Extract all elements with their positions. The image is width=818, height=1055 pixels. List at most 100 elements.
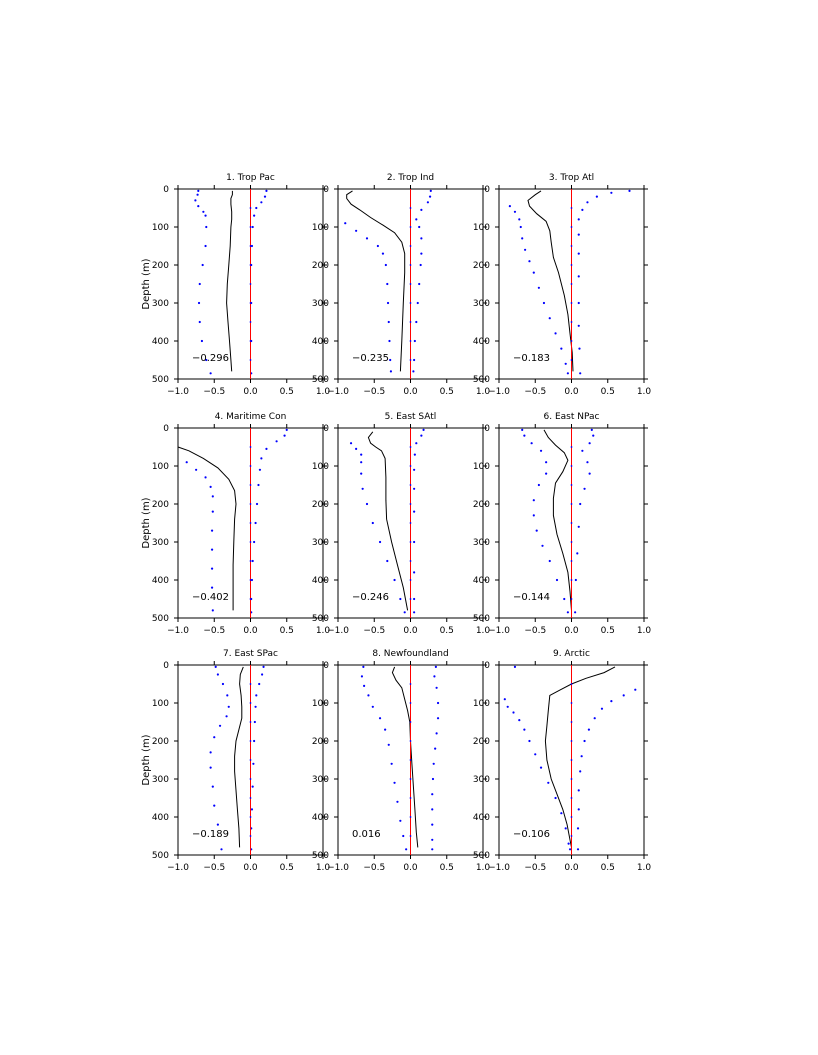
x-tick-label: 1.0 <box>476 863 491 873</box>
data-point <box>344 222 347 225</box>
data-point <box>387 320 390 324</box>
data-point <box>209 372 212 375</box>
data-point <box>211 609 214 612</box>
data-point <box>431 793 434 796</box>
data-point <box>420 237 423 240</box>
y-tick-label: 200 <box>152 261 169 271</box>
zero-line-marker <box>409 816 412 818</box>
data-point <box>433 675 436 678</box>
x-tick-label: −1.0 <box>488 626 510 636</box>
data-point <box>198 282 201 286</box>
data-point <box>255 206 258 210</box>
zero-line-marker <box>570 560 573 562</box>
x-tick-label: 0.5 <box>440 387 454 397</box>
series-solid <box>543 429 572 611</box>
zero-line-marker <box>570 579 573 581</box>
value-annotation: −0.402 <box>192 592 229 603</box>
series-dotted <box>574 428 595 614</box>
data-point <box>210 548 214 551</box>
data-point <box>428 195 432 198</box>
y-tick-label: 0 <box>484 185 490 195</box>
series-solid <box>346 190 406 372</box>
data-point <box>211 785 214 788</box>
value-annotation: 0.016 <box>352 829 381 840</box>
y-tick-label: 200 <box>152 500 169 510</box>
data-point <box>564 362 567 365</box>
x-tick-label: 0.0 <box>564 626 579 636</box>
zero-line-marker <box>409 759 412 761</box>
data-point <box>574 611 577 614</box>
data-point <box>371 705 374 708</box>
zero-line-marker <box>249 359 252 361</box>
data-point <box>197 189 200 192</box>
y-tick-label: 100 <box>312 699 329 709</box>
data-point <box>388 339 391 343</box>
series-dotted <box>185 461 214 612</box>
data-point <box>592 434 595 437</box>
data-point <box>416 301 419 305</box>
data-point <box>545 472 548 475</box>
data-point <box>518 218 521 221</box>
data-point <box>393 781 396 784</box>
series-zero <box>249 189 252 379</box>
panel-title: 2. Trop Ind <box>387 173 434 183</box>
zero-line-marker <box>249 797 252 799</box>
data-point <box>198 320 201 324</box>
y-tick-label: 400 <box>473 576 490 586</box>
zero-line-marker <box>409 797 412 799</box>
y-tick-label: 400 <box>473 813 490 823</box>
series-dotted <box>209 665 230 851</box>
zero-line-marker <box>409 721 412 723</box>
series-solid <box>226 190 233 372</box>
y-tick-label: 100 <box>473 462 490 472</box>
panel-title: 7. East SPac <box>223 649 278 659</box>
zero-line-marker <box>249 522 252 524</box>
data-point <box>252 762 255 765</box>
zero-line-marker <box>409 283 412 285</box>
data-point <box>216 823 219 826</box>
y-tick-label: 200 <box>473 261 490 271</box>
data-point <box>541 544 544 547</box>
data-point <box>218 724 222 727</box>
data-point <box>431 848 434 851</box>
value-annotation: −0.106 <box>513 829 550 840</box>
data-point <box>386 559 389 563</box>
data-point <box>261 673 264 676</box>
panel-3: 3. Trop Atl −1.0 −0.5 0.0 0.5 1.0 0 100 200 300 40… <box>473 173 652 397</box>
x-tick-label: 0.5 <box>280 626 294 636</box>
data-point <box>576 552 579 555</box>
y-tick-label: 500 <box>473 851 490 861</box>
zero-line-marker <box>570 740 573 742</box>
zero-line-marker <box>409 702 412 704</box>
x-tick-label: 0.0 <box>564 863 579 873</box>
data-point <box>262 665 265 669</box>
data-point <box>413 453 416 456</box>
data-point <box>581 208 584 211</box>
data-point <box>532 271 535 274</box>
y-tick-label: 100 <box>473 223 490 233</box>
data-point <box>396 800 399 803</box>
data-point <box>201 263 204 267</box>
panel-8: 8. Newfoundland −1.0 −0.5 0.0 0.5 1.0 0 100 200 3… <box>312 649 491 873</box>
data-point <box>560 347 563 350</box>
panel-6: 6. East NPac −1.0 −0.5 0.0 0.5 1.0 0 100 200 300 4… <box>473 412 652 636</box>
data-point <box>593 717 596 720</box>
x-tick-label: 0.5 <box>280 863 294 873</box>
zero-line-marker <box>570 302 573 304</box>
zero-line-marker <box>409 740 412 742</box>
data-point <box>196 193 199 196</box>
zero-line-marker <box>570 797 573 799</box>
data-point <box>420 434 423 437</box>
x-tick-label: 0.5 <box>601 626 615 636</box>
data-point <box>586 461 589 464</box>
data-point <box>537 483 540 487</box>
zero-line-marker <box>249 503 252 505</box>
zero-line-marker <box>249 465 252 467</box>
y-tick-label: 0 <box>323 661 329 671</box>
data-point <box>576 848 580 851</box>
data-point <box>432 762 435 765</box>
zero-line-marker <box>249 598 252 600</box>
data-point <box>436 717 440 720</box>
data-point <box>415 218 418 221</box>
